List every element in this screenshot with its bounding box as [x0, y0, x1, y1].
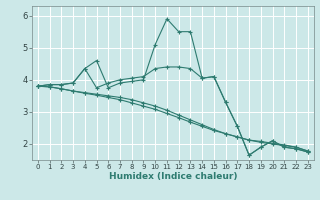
X-axis label: Humidex (Indice chaleur): Humidex (Indice chaleur) — [108, 172, 237, 181]
